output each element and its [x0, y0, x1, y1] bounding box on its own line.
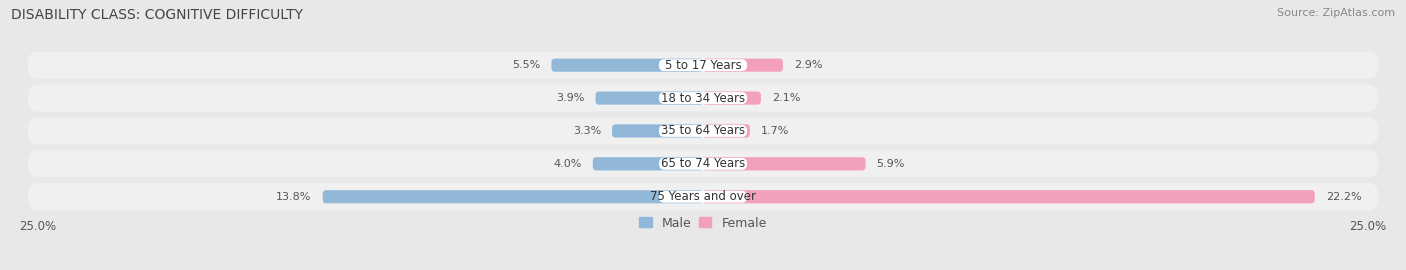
Text: 65 to 74 Years: 65 to 74 Years [661, 157, 745, 170]
Text: 75 Years and over: 75 Years and over [650, 190, 756, 203]
FancyBboxPatch shape [551, 59, 703, 72]
FancyBboxPatch shape [659, 125, 747, 137]
FancyBboxPatch shape [659, 191, 747, 203]
Text: 22.2%: 22.2% [1326, 192, 1361, 202]
Text: 2.1%: 2.1% [772, 93, 800, 103]
FancyBboxPatch shape [703, 92, 761, 105]
FancyBboxPatch shape [659, 92, 747, 104]
FancyBboxPatch shape [703, 190, 1315, 203]
Text: 5.9%: 5.9% [876, 159, 905, 169]
FancyBboxPatch shape [28, 183, 1378, 210]
FancyBboxPatch shape [323, 190, 703, 203]
Text: 3.9%: 3.9% [557, 93, 585, 103]
Text: 5 to 17 Years: 5 to 17 Years [665, 59, 741, 72]
FancyBboxPatch shape [703, 124, 749, 137]
FancyBboxPatch shape [28, 150, 1378, 177]
FancyBboxPatch shape [659, 59, 747, 71]
FancyBboxPatch shape [28, 52, 1378, 79]
Text: 13.8%: 13.8% [277, 192, 312, 202]
Text: 4.0%: 4.0% [554, 159, 582, 169]
FancyBboxPatch shape [593, 157, 703, 170]
Text: 35 to 64 Years: 35 to 64 Years [661, 124, 745, 137]
FancyBboxPatch shape [28, 117, 1378, 144]
Text: 5.5%: 5.5% [512, 60, 540, 70]
Text: 25.0%: 25.0% [1350, 220, 1386, 233]
FancyBboxPatch shape [703, 157, 866, 170]
Text: 18 to 34 Years: 18 to 34 Years [661, 92, 745, 104]
Text: 25.0%: 25.0% [20, 220, 56, 233]
Text: DISABILITY CLASS: COGNITIVE DIFFICULTY: DISABILITY CLASS: COGNITIVE DIFFICULTY [11, 8, 304, 22]
FancyBboxPatch shape [596, 92, 703, 105]
FancyBboxPatch shape [612, 124, 703, 137]
Legend: Male, Female: Male, Female [640, 217, 766, 230]
Text: 3.3%: 3.3% [572, 126, 600, 136]
FancyBboxPatch shape [703, 59, 783, 72]
FancyBboxPatch shape [659, 158, 747, 170]
Text: Source: ZipAtlas.com: Source: ZipAtlas.com [1277, 8, 1395, 18]
FancyBboxPatch shape [28, 85, 1378, 112]
Text: 1.7%: 1.7% [761, 126, 789, 136]
Text: 2.9%: 2.9% [794, 60, 823, 70]
